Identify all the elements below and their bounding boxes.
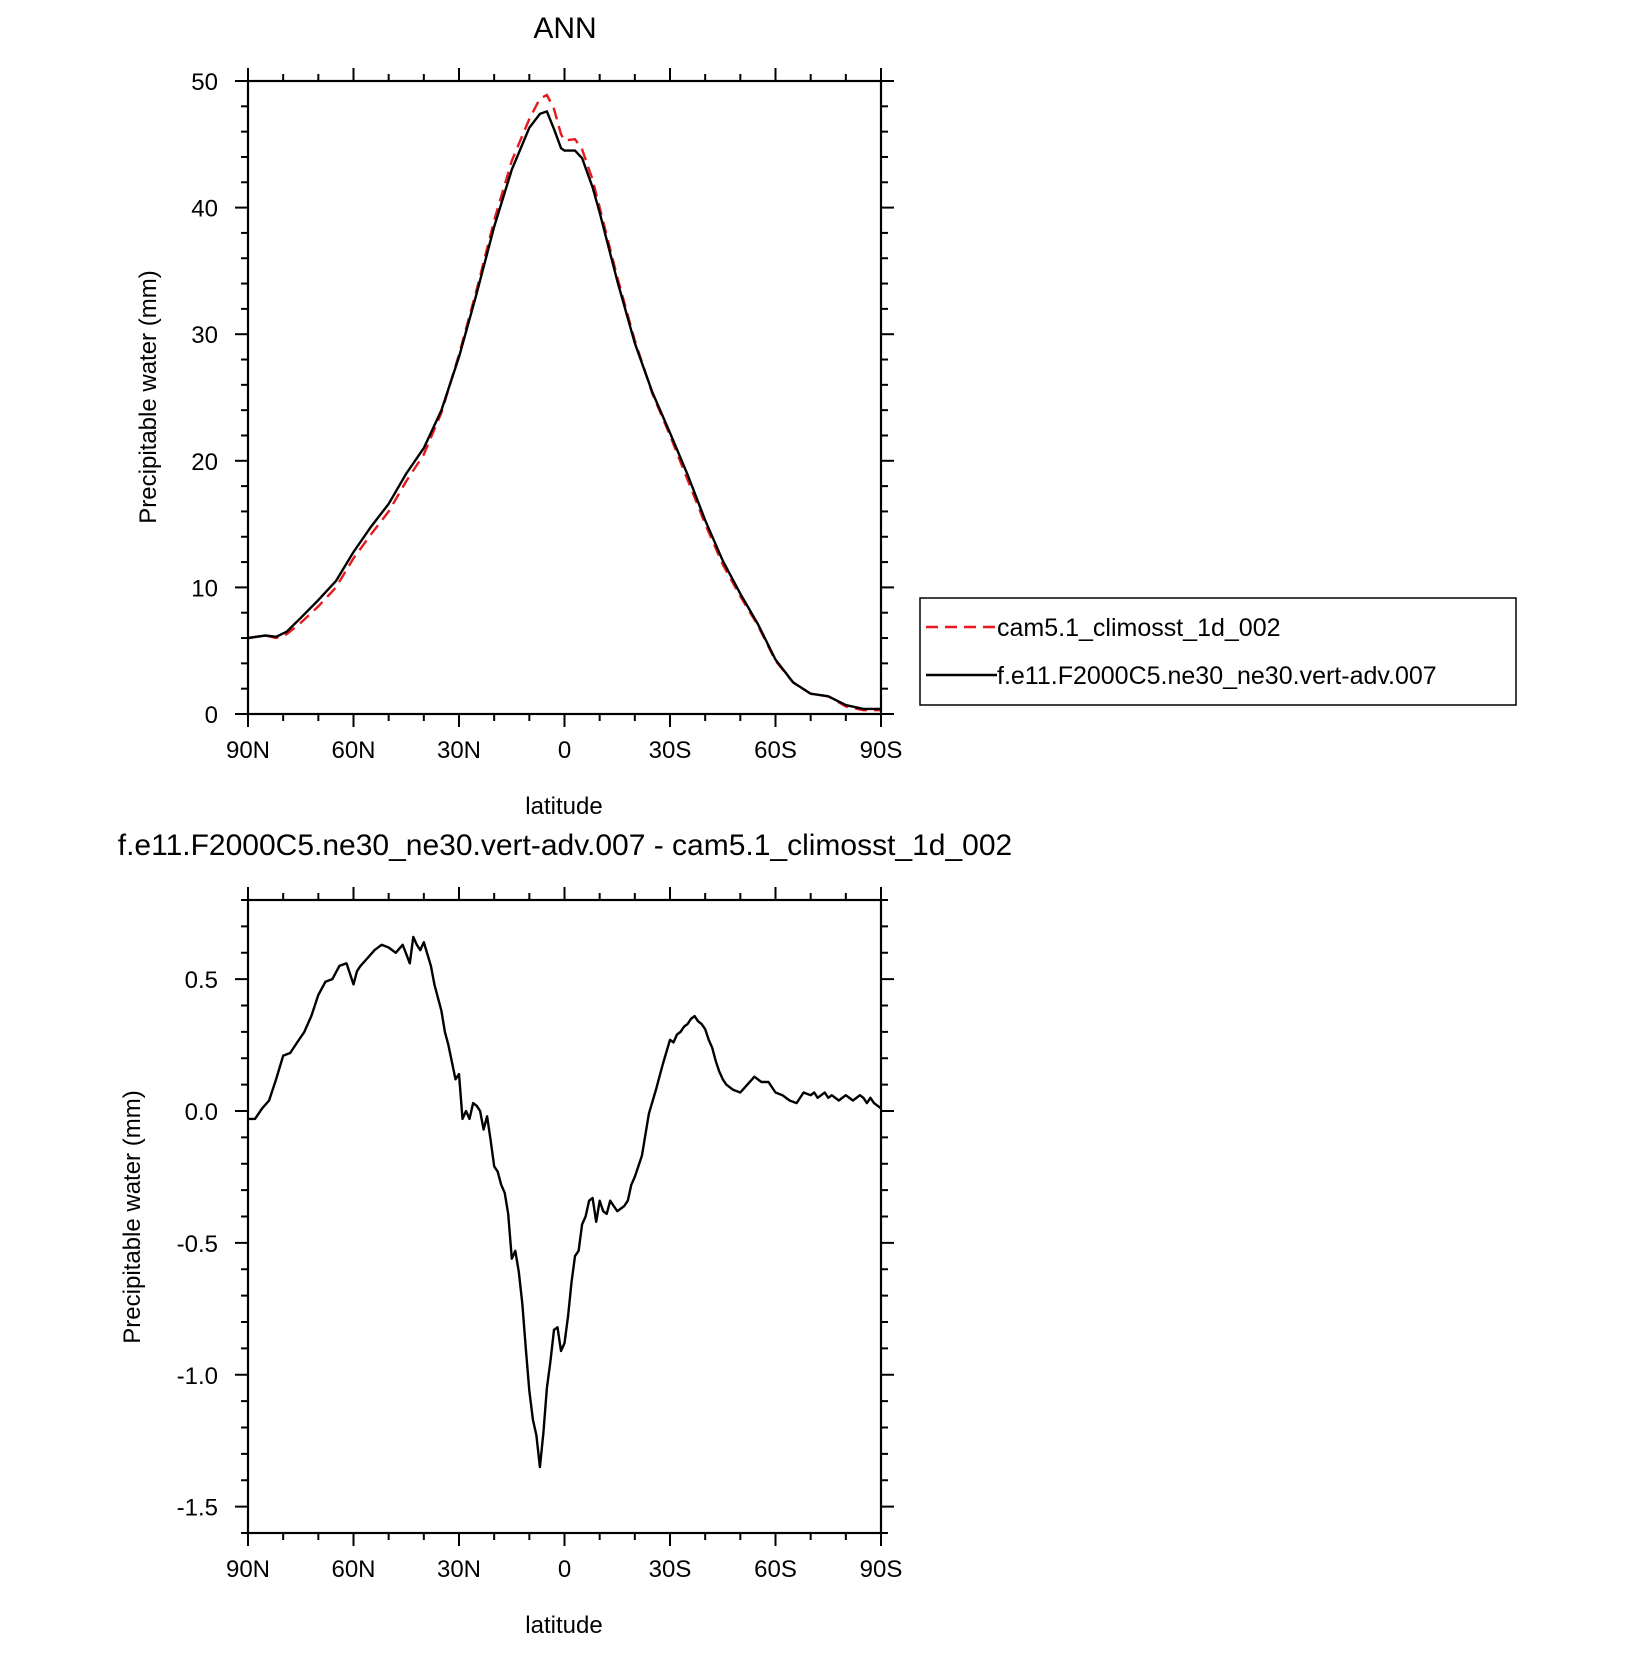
x-tick-label: 60S — [754, 737, 797, 764]
x-axis-label: latitude — [525, 1612, 602, 1639]
y-tick-label: -1.5 — [177, 1495, 218, 1522]
tick-labels: 90N 60N 30N 0 30S 60S 90S 0.5 0.0 -0.5 -1.0 -1.5 — [177, 967, 903, 1583]
x-tick-label: 0 — [558, 737, 571, 764]
x-tick-label: 90N — [226, 737, 270, 764]
y-tick-label: 0.0 — [185, 1099, 218, 1126]
plot-series — [247, 93, 881, 712]
x-tick-label: 0 — [558, 1556, 571, 1583]
chart-panel-top: ANN 90N 60N 30N 0 30S 60S 90S 0 10 20 30 40 50 latit… — [135, 12, 1517, 820]
x-tick-label: 90S — [860, 1556, 903, 1583]
legend-label-cam5: cam5.1_climosst_1d_002 — [997, 614, 1281, 642]
tick-marks — [235, 887, 894, 1546]
x-axis-label: latitude — [525, 793, 602, 820]
y-axis-label: Precipitable water (mm) — [135, 270, 162, 523]
x-tick-label: 30S — [649, 1556, 692, 1583]
x-tick-label: 60S — [754, 1556, 797, 1583]
x-tick-label: 30N — [437, 1556, 481, 1583]
y-tick-label: 10 — [191, 575, 218, 602]
y-tick-label: 20 — [191, 449, 218, 476]
chart-panel-bottom: f.e11.F2000C5.ne30_ne30.vert-adv.007 - c… — [118, 829, 1012, 1639]
y-tick-label: 40 — [191, 196, 218, 223]
x-tick-label: 90N — [226, 1556, 270, 1583]
y-tick-label: 0 — [205, 702, 218, 729]
y-axis-label: Precipitable water (mm) — [119, 1090, 146, 1343]
y-tick-label: 30 — [191, 322, 218, 349]
legend-label-f-e11: f.e11.F2000C5.ne30_ne30.vert-adv.007 — [997, 662, 1437, 690]
y-tick-label: 50 — [191, 69, 218, 96]
legend: cam5.1_climosst_1d_002 f.e11.F2000C5.ne3… — [919, 597, 1517, 706]
plot-frame — [246, 79, 883, 716]
chart-title: ANN — [533, 12, 596, 45]
chart-title: f.e11.F2000C5.ne30_ne30.vert-adv.007 - c… — [118, 829, 1012, 862]
x-tick-label: 60N — [331, 1556, 375, 1583]
y-tick-label: -1.0 — [177, 1363, 218, 1390]
x-tick-label: 90S — [860, 737, 903, 764]
series-line-f-e11-f2000c5-ne30 — [247, 110, 881, 711]
plot-frame — [246, 898, 883, 1535]
plot-series — [248, 935, 882, 1469]
y-tick-label: -0.5 — [177, 1231, 218, 1258]
series-line-difference — [248, 935, 882, 1469]
tick-marks — [235, 68, 894, 727]
series-line-cam5-1 — [247, 93, 881, 712]
tick-labels: 90N 60N 30N 0 30S 60S 90S 0 10 20 30 40 50 — [191, 69, 902, 764]
x-tick-label: 60N — [331, 737, 375, 764]
y-tick-label: 0.5 — [185, 967, 218, 994]
x-tick-label: 30S — [649, 737, 692, 764]
x-tick-label: 30N — [437, 737, 481, 764]
legend-box — [919, 597, 1517, 706]
